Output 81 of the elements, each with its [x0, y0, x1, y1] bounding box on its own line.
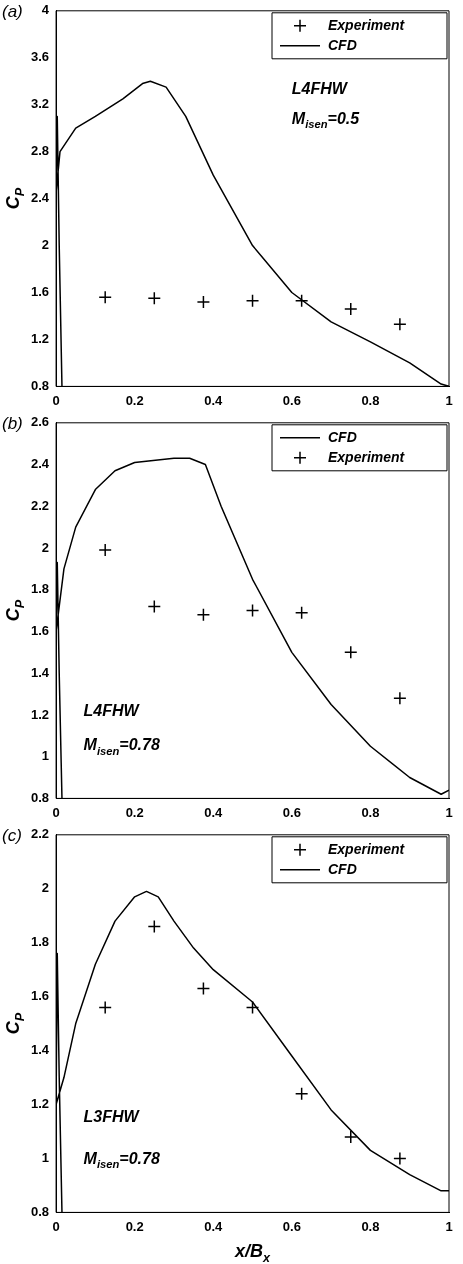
y-tick-label: 2.8: [30, 143, 50, 159]
y-tick-label: 2: [41, 539, 50, 555]
point: [245, 1000, 260, 1015]
y-tick-label: 1.6: [30, 284, 50, 300]
point: [294, 293, 309, 308]
y-tick-label: 0.8: [30, 1203, 50, 1219]
x-tick-label: 1: [445, 1218, 453, 1234]
y-tick-label: 1: [41, 748, 50, 764]
x-tick-label: 0.6: [282, 1218, 301, 1234]
point: [245, 603, 260, 618]
chart-title: (a): [2, 1, 23, 21]
y-tick-label: 2: [41, 237, 50, 253]
x-tick-label: 0.4: [204, 804, 224, 820]
point: [196, 295, 211, 309]
y-tick-label: 2.6: [30, 414, 50, 430]
y-tick-label: 2.2: [30, 826, 50, 842]
annotation: L4FHW: [83, 702, 141, 720]
x-tick-label: 0.2: [125, 804, 144, 820]
y-tick-label: 3.2: [30, 96, 50, 112]
annotation: L3FHW: [83, 1108, 141, 1126]
point: [98, 1000, 112, 1015]
point: [147, 599, 162, 614]
y-tick-label: 1.8: [30, 581, 50, 597]
point: [393, 691, 407, 705]
point: [344, 1130, 358, 1144]
legend-label: Experiment: [328, 840, 406, 857]
y-tick-label: 1: [41, 1150, 50, 1166]
point: [294, 1086, 309, 1101]
chart-title: (b): [2, 413, 23, 433]
x-tick-label: 0.8: [361, 804, 380, 820]
point: [147, 919, 162, 934]
y-tick-label: 1.2: [30, 331, 50, 347]
x-tick-label: 0.2: [125, 392, 144, 408]
legend-label: CFD: [328, 428, 357, 445]
y-tick-label: 1.2: [30, 1096, 50, 1112]
legend-label: Experiment: [328, 448, 406, 465]
y-tick-label: 1.6: [30, 623, 50, 639]
point: [196, 981, 211, 996]
y-tick-label: 2.2: [30, 497, 50, 513]
y-axis-title: CP: [2, 1012, 27, 1035]
y-tick-label: 1.4: [30, 664, 50, 680]
legend-label: CFD: [328, 860, 357, 877]
y-tick-label: 2.4: [30, 456, 50, 472]
y-tick-label: 3.6: [30, 49, 50, 65]
annotation: L4FHW: [291, 80, 349, 98]
point: [196, 608, 211, 622]
y-tick-label: 1.8: [30, 934, 50, 950]
point: [344, 302, 358, 316]
x-tick-label: 1: [445, 392, 453, 408]
x-tick-label: 0: [52, 392, 60, 408]
point: [98, 543, 112, 557]
point: [344, 645, 358, 660]
point: [393, 1151, 407, 1166]
y-tick-label: 0.8: [30, 789, 50, 805]
y-tick-label: 2: [41, 880, 50, 896]
y-axis-title: CP: [2, 187, 27, 210]
x-tick-label: 0.8: [361, 1218, 380, 1234]
y-tick-label: 1.2: [30, 706, 50, 722]
point: [147, 291, 162, 306]
y-tick-label: 1.4: [30, 1042, 50, 1058]
y-tick-label: 1.6: [30, 988, 50, 1004]
x-tick-label: 0.8: [361, 392, 380, 408]
point: [294, 605, 309, 620]
y-tick-label: 2.4: [30, 190, 50, 206]
y-tick-label: 4: [41, 2, 50, 18]
x-tick-label: 0.2: [125, 1218, 144, 1234]
x-tick-label: 0: [52, 804, 60, 820]
x-tick-label: 1: [445, 804, 453, 820]
point: [393, 317, 407, 331]
point: [98, 290, 112, 304]
legend-label: Experiment: [328, 16, 406, 33]
legend-label: CFD: [328, 36, 357, 53]
y-axis-title: CP: [2, 599, 27, 622]
x-tick-label: 0: [52, 1218, 60, 1234]
x-tick-label: 0.4: [204, 392, 224, 408]
chart-title: (c): [2, 825, 22, 845]
x-tick-label: 0.4: [204, 1218, 224, 1234]
point: [245, 293, 260, 308]
x-tick-label: 0.6: [282, 392, 301, 408]
y-tick-label: 0.8: [30, 377, 50, 393]
x-tick-label: 0.6: [282, 804, 301, 820]
